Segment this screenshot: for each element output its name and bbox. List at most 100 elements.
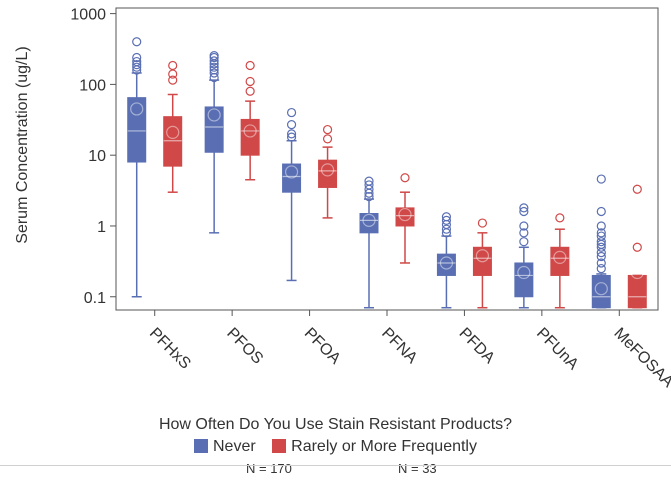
- outlier-point: [322, 124, 333, 135]
- n-label-rarely: N = 33: [398, 461, 437, 476]
- outlier-point: [519, 203, 529, 213]
- outlier-point: [132, 56, 142, 67]
- box-body: [627, 274, 647, 309]
- x-tick-label: PFOA: [301, 325, 344, 368]
- outlier-point: [364, 191, 374, 202]
- mean-marker: [439, 256, 454, 270]
- bottom-divider: [0, 465, 671, 466]
- outlier-point: [132, 52, 142, 63]
- box-mefosaa-never: [591, 174, 611, 309]
- mean-marker: [320, 163, 335, 177]
- mean-marker: [398, 207, 412, 222]
- legend-label-never: Never: [213, 438, 256, 455]
- mean-marker: [166, 125, 180, 139]
- y-tick-label: 0.1: [84, 290, 106, 307]
- outlier-point: [209, 62, 219, 72]
- mean-marker: [207, 108, 221, 122]
- mean-marker: [517, 265, 531, 280]
- y-tick-label: 10: [88, 148, 106, 165]
- outlier-point: [322, 134, 333, 144]
- outlier-point: [209, 51, 219, 61]
- outlier-point: [364, 176, 374, 186]
- box-pfhxs-never: [127, 37, 147, 298]
- y-axis-label: Serum Concentration (ug/L): [14, 46, 31, 243]
- box-pfhxs-rarely: [163, 60, 183, 193]
- outlier-point: [245, 76, 255, 87]
- legend-swatch-rarely: [272, 439, 287, 453]
- box-pfos-never: [204, 51, 224, 234]
- outlier-point: [596, 206, 606, 217]
- mean-marker: [553, 250, 567, 264]
- box-pfda-never: [436, 212, 456, 309]
- y-tick-label: 1: [97, 219, 106, 236]
- outlier-point: [519, 206, 529, 217]
- outlier-point: [596, 221, 606, 231]
- outlier-point: [245, 86, 255, 96]
- outlier-point: [168, 75, 178, 85]
- n-label-never: N = 170: [246, 461, 292, 476]
- x-tick-label: PFHxS: [146, 325, 194, 373]
- mean-marker: [594, 282, 608, 296]
- outlier-point: [286, 120, 297, 130]
- outlier-point: [596, 237, 606, 247]
- outlier-point: [596, 263, 606, 274]
- outlier-point: [245, 60, 255, 71]
- mean-marker: [284, 165, 299, 179]
- box-body: [514, 262, 534, 298]
- outlier-point: [168, 69, 178, 79]
- outlier-point: [168, 60, 178, 71]
- box-body: [240, 118, 260, 156]
- x-tick-label: MeFOSAA: [610, 325, 671, 391]
- mean-marker: [130, 102, 144, 116]
- box-body: [436, 253, 456, 276]
- outlier-point: [286, 107, 297, 118]
- mean-marker: [630, 265, 644, 280]
- legend-title: How Often Do You Use Stain Resistant Pro…: [158, 416, 513, 433]
- box-body: [282, 163, 302, 193]
- box-mefosaa-rarely: [627, 184, 647, 309]
- outlier-point: [519, 228, 529, 238]
- box-body: [591, 274, 611, 309]
- box-pfuna-never: [514, 203, 534, 309]
- outlier-point: [209, 68, 219, 78]
- y-tick-label: 100: [79, 77, 106, 94]
- x-tick-label: PFUnA: [533, 325, 582, 374]
- outlier-point: [441, 215, 452, 225]
- outlier-point: [441, 224, 452, 234]
- outlier-point: [596, 251, 606, 262]
- outlier-point: [441, 212, 452, 222]
- outlier-point: [286, 132, 297, 142]
- legend-item-rarely: Rarely or More Frequently: [272, 438, 477, 456]
- x-tick-label: PFDA: [456, 325, 498, 367]
- outlier-point: [286, 129, 297, 139]
- box-body: [204, 106, 224, 153]
- mean-marker: [243, 124, 257, 138]
- outlier-point: [477, 218, 488, 228]
- outlier-point: [596, 174, 606, 184]
- mean-marker: [475, 249, 490, 263]
- box-body: [318, 159, 338, 188]
- box-pfda-rarely: [472, 218, 492, 309]
- box-pfuna-rarely: [550, 213, 570, 309]
- outlier-point: [132, 60, 142, 70]
- y-tick-label: 1000: [70, 7, 106, 24]
- plot-area-frame: [115, 7, 659, 311]
- box-pfoa-never: [282, 107, 302, 282]
- box-body: [472, 246, 492, 276]
- outlier-point: [132, 62, 142, 72]
- outlier-point: [596, 242, 606, 252]
- legend: Never Rarely or More Frequently: [0, 438, 671, 456]
- outlier-point: [632, 184, 642, 194]
- box-body: [359, 213, 379, 234]
- box-body: [127, 97, 147, 163]
- legend-swatch-never: [194, 439, 208, 453]
- outlier-point: [400, 173, 410, 183]
- box-body: [163, 116, 183, 167]
- legend-item-never: Never: [194, 438, 256, 456]
- x-tick-label: PFOS: [223, 325, 266, 368]
- outlier-point: [132, 37, 142, 47]
- outlier-point: [596, 258, 606, 268]
- outlier-point: [364, 180, 374, 190]
- outlier-point: [209, 56, 219, 66]
